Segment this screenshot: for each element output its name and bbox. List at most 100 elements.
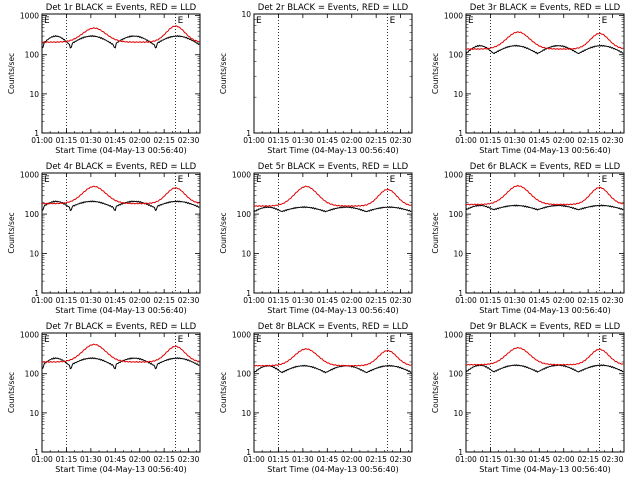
x-tick-label: 01:45 — [528, 455, 550, 464]
x-tick-label: 02:30 — [178, 136, 200, 145]
plot-frame — [253, 332, 413, 453]
x-axis-label: Start Time (04-May-13 00:56:40) — [55, 306, 186, 315]
x-tick-label: 01:30 — [80, 455, 102, 464]
events-series-line — [41, 356, 200, 370]
panel-title: Det 5r BLACK = Events, RED = LLD — [258, 162, 409, 172]
e-marker-label: E — [256, 335, 262, 345]
y-tick-label: 1000 — [444, 12, 463, 21]
x-axis-label: Start Time (04-May-13 00:56:40) — [479, 465, 610, 474]
events-series-line — [253, 206, 412, 213]
y-axis-label: Counts/sec — [219, 53, 228, 94]
y-tick-label: 1 — [458, 289, 463, 298]
x-tick-label: 02:15 — [577, 455, 599, 464]
x-tick-label: 01:30 — [292, 455, 314, 464]
y-tick-label: 1000 — [444, 331, 463, 340]
y-axis-label: Counts/sec — [431, 212, 440, 253]
x-tick-label: 01:45 — [528, 296, 550, 305]
panel-title: Det 8r BLACK = Events, RED = LLD — [258, 322, 409, 332]
x-tick-label: 01:00 — [243, 136, 265, 145]
y-tick-label: 100 — [25, 210, 40, 219]
x-tick-label: 01:15 — [480, 296, 502, 305]
lld-series-line — [42, 185, 200, 205]
events-series-line — [465, 44, 624, 55]
y-axis-label: Counts/sec — [7, 53, 16, 94]
x-tick-label: 01:45 — [104, 455, 126, 464]
x-tick-label: 01:15 — [480, 455, 502, 464]
e-marker-label: E — [390, 335, 396, 345]
y-tick-label: 10 — [29, 90, 39, 99]
x-tick-label: 02:00 — [341, 136, 363, 145]
events-series-line — [41, 200, 200, 212]
x-tick-label: 02:15 — [577, 136, 599, 145]
e-marker-label: E — [468, 175, 474, 185]
x-tick-label: 02:00 — [553, 455, 575, 464]
panel-title: Det 1r BLACK = Events, RED = LLD — [46, 3, 197, 13]
x-tick-label: 02:30 — [390, 136, 412, 145]
e-marker-label: E — [256, 16, 262, 26]
e-marker-label: E — [256, 175, 262, 185]
x-tick-label: 02:15 — [153, 136, 175, 145]
x-tick-label: 02:30 — [390, 455, 412, 464]
x-tick-label: 02:15 — [365, 455, 387, 464]
y-tick-label: 10 — [29, 250, 39, 259]
e-marker-label: E — [468, 335, 474, 345]
lld-series-line — [42, 25, 200, 44]
y-axis-label: Counts/sec — [7, 212, 16, 253]
plot-frame — [465, 332, 625, 453]
x-axis-label: Start Time (04-May-13 00:56:40) — [479, 306, 610, 315]
x-tick-label: 01:15 — [268, 455, 290, 464]
y-tick-label: 100 — [25, 370, 40, 379]
x-tick-label: 02:00 — [129, 455, 151, 464]
y-tick-label: 100 — [449, 370, 464, 379]
panel-title: Det 3r BLACK = Events, RED = LLD — [470, 3, 621, 13]
x-tick-label: 02:15 — [365, 136, 387, 145]
e-marker-label: E — [602, 16, 608, 26]
lld-series-line — [466, 184, 624, 206]
y-tick-label: 1 — [34, 129, 39, 138]
x-tick-label: 01:15 — [56, 455, 78, 464]
x-tick-label: 01:30 — [80, 136, 102, 145]
x-tick-label: 01:30 — [292, 296, 314, 305]
plot-frame — [253, 13, 413, 134]
plot-frame — [41, 13, 201, 134]
plot-frame — [41, 172, 201, 294]
y-tick-label: 1 — [246, 448, 251, 457]
x-tick-label: 01:00 — [455, 296, 477, 305]
x-tick-label: 01:45 — [316, 455, 338, 464]
x-tick-label: 02:00 — [553, 136, 575, 145]
events-series-line — [465, 204, 624, 211]
x-tick-label: 02:30 — [602, 296, 624, 305]
x-tick-label: 01:45 — [104, 136, 126, 145]
x-tick-label: 02:00 — [129, 296, 151, 305]
e-marker-label: E — [468, 16, 474, 26]
x-tick-label: 02:30 — [602, 136, 624, 145]
y-tick-label: 100 — [449, 51, 464, 60]
plot-frame — [465, 172, 625, 294]
events-series-line — [253, 364, 412, 374]
y-axis-label: Counts/sec — [431, 53, 440, 94]
x-tick-label: 01:45 — [104, 296, 126, 305]
x-tick-label: 01:15 — [56, 296, 78, 305]
e-marker-label: E — [44, 335, 50, 345]
x-tick-label: 02:00 — [341, 455, 363, 464]
x-tick-label: 01:45 — [528, 136, 550, 145]
plot-frame — [41, 332, 201, 453]
x-axis-label: Start Time (04-May-13 00:56:40) — [267, 465, 398, 474]
x-tick-label: 01:00 — [31, 296, 53, 305]
x-tick-label: 02:00 — [129, 136, 151, 145]
y-tick-label: 100 — [25, 51, 40, 60]
y-tick-label: 1000 — [232, 171, 251, 180]
panel-title: Det 2r BLACK = Events, RED = LLD — [258, 3, 409, 13]
x-tick-label: 01:30 — [80, 296, 102, 305]
plot-frame — [253, 172, 413, 294]
y-tick-label: 10 — [453, 250, 463, 259]
y-tick-label: 10 — [241, 10, 251, 19]
x-tick-label: 01:30 — [504, 136, 526, 145]
y-tick-label: 1 — [458, 129, 463, 138]
